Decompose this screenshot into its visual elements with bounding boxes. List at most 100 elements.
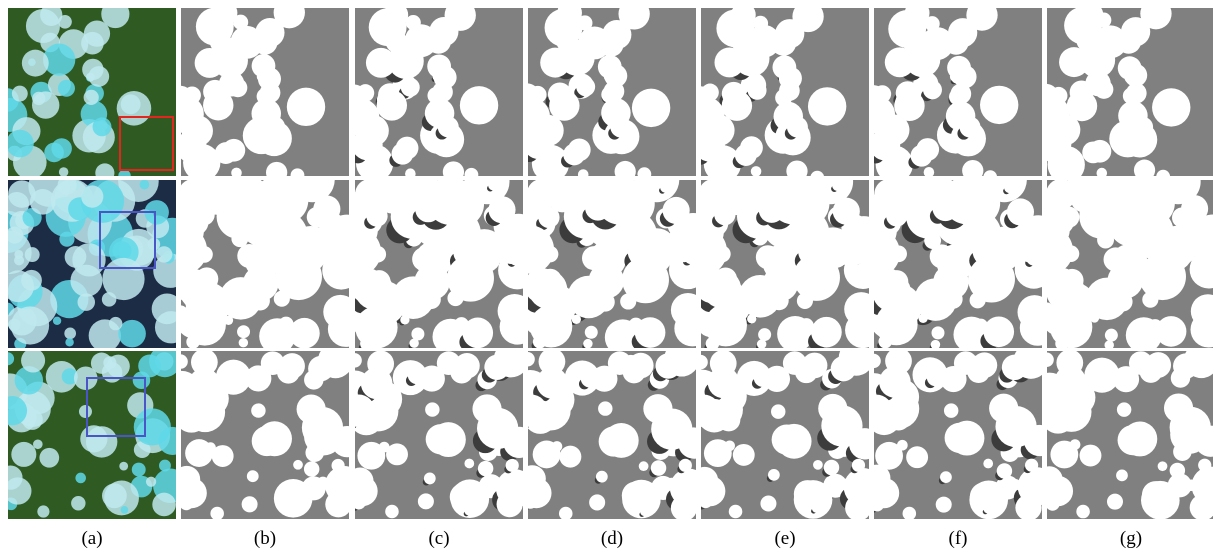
image-content (355, 351, 523, 519)
cloud (548, 183, 577, 213)
image-content (874, 180, 1042, 348)
cloud-mask (701, 8, 869, 176)
cloud (181, 130, 207, 162)
cloud (721, 90, 753, 121)
cloud (131, 462, 146, 477)
cloud (1006, 198, 1035, 226)
cloud (415, 240, 453, 278)
cloud (923, 166, 935, 176)
image-content (181, 351, 349, 519)
cloud (584, 325, 598, 339)
cloud (8, 230, 32, 275)
cloud (771, 404, 786, 419)
cloud (1122, 87, 1140, 105)
cloud (774, 183, 800, 209)
cloud (52, 316, 62, 325)
cloud (793, 253, 840, 301)
cloud (600, 182, 625, 208)
cloud (793, 480, 822, 508)
cloud (1024, 458, 1039, 472)
cloud (138, 354, 162, 378)
cloud (874, 85, 892, 103)
cloud (25, 8, 60, 44)
cloud (86, 72, 95, 82)
cloud (704, 303, 747, 347)
cloud (650, 460, 667, 476)
cloud (1020, 244, 1040, 263)
cloud (778, 72, 789, 82)
cloud (583, 338, 593, 348)
cloud (703, 439, 732, 468)
cloud (400, 315, 410, 325)
cloud (851, 458, 866, 472)
cloud (1169, 462, 1186, 479)
cloud (496, 491, 523, 518)
cloud (405, 168, 416, 176)
cloud (447, 254, 494, 302)
cloud (1047, 226, 1074, 275)
cloud (464, 458, 475, 469)
cloud (660, 181, 671, 193)
cloud (540, 47, 571, 78)
cloud-mask (355, 180, 523, 348)
cloud (604, 64, 628, 88)
cloud (286, 87, 326, 127)
cloud (254, 181, 280, 206)
image-content (355, 180, 523, 348)
image-content (701, 8, 869, 176)
cloud (386, 443, 408, 466)
cloud (417, 493, 434, 510)
cloud (228, 78, 248, 98)
cloud-mask (181, 351, 349, 519)
cloud (14, 366, 44, 395)
cloud (996, 463, 1013, 479)
cloud (1050, 440, 1079, 469)
cloud (906, 446, 929, 469)
cloud (425, 402, 440, 417)
cloud (181, 180, 209, 210)
cloud (767, 469, 780, 481)
image-content (8, 8, 176, 176)
cloud (811, 504, 821, 513)
cloud (308, 355, 334, 382)
image-content (528, 8, 696, 176)
cloud (1156, 169, 1171, 176)
cloud (490, 477, 502, 489)
cloud (595, 292, 615, 312)
cloud-mask (1047, 8, 1213, 176)
cloud (771, 424, 802, 455)
cloud (875, 441, 903, 470)
image-content (701, 180, 869, 348)
cloud (183, 303, 226, 346)
cloud (1190, 294, 1213, 329)
cloud (454, 317, 469, 333)
cloud (1096, 167, 1108, 176)
image-content (181, 180, 349, 348)
cloud (910, 144, 933, 167)
cloud (959, 116, 981, 138)
cloud (931, 326, 945, 340)
cloud (8, 396, 28, 426)
cloud-mask (874, 180, 1042, 348)
cloud (847, 246, 867, 265)
cloud (411, 327, 425, 341)
cloud (662, 196, 690, 225)
cloud (245, 365, 272, 392)
cloud (1173, 353, 1199, 379)
cloud (477, 407, 519, 450)
cloud (1152, 88, 1191, 127)
cloud (119, 461, 129, 471)
cloud (707, 366, 740, 399)
cloud (1133, 159, 1156, 176)
cloud (151, 293, 176, 325)
cloud (325, 491, 349, 518)
cloud (1079, 444, 1102, 467)
cloud (598, 401, 613, 416)
cloud (979, 85, 1019, 125)
cloud (1076, 504, 1090, 519)
cloud (106, 354, 130, 378)
cloud (488, 180, 499, 191)
cloud (238, 337, 249, 348)
cloud (1106, 493, 1123, 510)
cloud (181, 354, 188, 369)
